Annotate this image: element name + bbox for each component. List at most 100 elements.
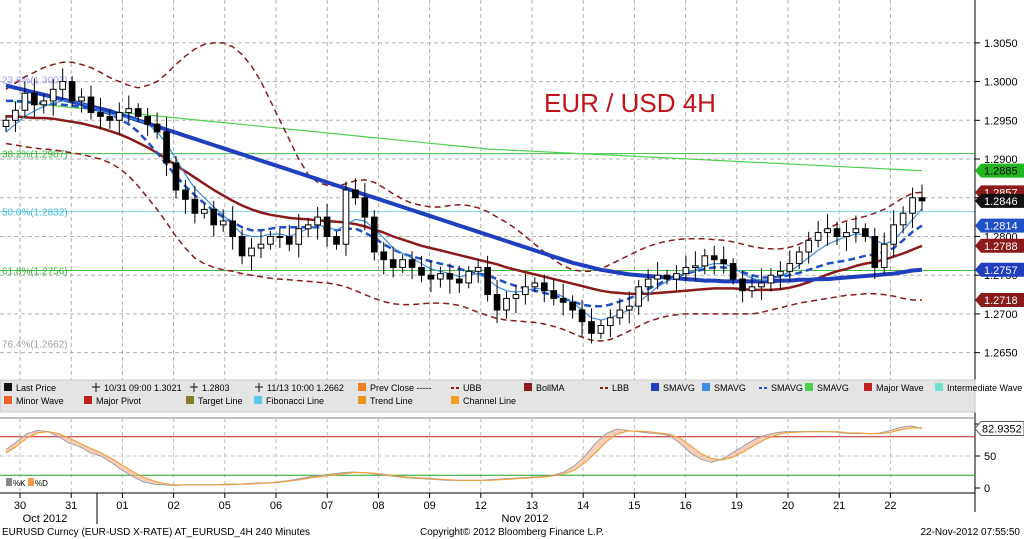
osc-legend-label: %K (13, 479, 26, 488)
candle-body (484, 266, 491, 296)
candle-body (833, 228, 841, 237)
candle-body (871, 235, 879, 268)
candle-body (59, 81, 66, 90)
candle-body (68, 81, 76, 102)
footer-right: 22-Nov-2012 07:55:50 (920, 527, 1020, 538)
candle-body (361, 197, 369, 218)
upper-bollinger-line (5, 42, 923, 273)
x-month-label: Oct 2012 (23, 513, 68, 525)
legend-label: LBB (612, 383, 629, 393)
candle-body (304, 224, 312, 230)
legend-label: SMAVG (771, 383, 803, 393)
candle-body (710, 255, 718, 261)
price-tag (975, 193, 1024, 208)
candle-body (21, 92, 29, 111)
legend-swatch (254, 396, 262, 404)
candle-body (248, 247, 255, 257)
candle-body (427, 274, 435, 280)
price-tag-label: 1.2718 (984, 295, 1018, 307)
fibonacci-label: 61.8%(1.2756) (2, 267, 68, 278)
candle-body (295, 228, 303, 245)
candle-body (87, 96, 95, 114)
candle-body (899, 212, 907, 226)
candle-body (134, 108, 142, 117)
candle-body (78, 96, 85, 102)
legend-swatch (805, 383, 813, 391)
legend-label: SMAVG (714, 383, 746, 393)
candle-body (257, 243, 265, 249)
candle-body (862, 228, 869, 237)
legend-swatch (935, 383, 943, 391)
candle-body (125, 108, 133, 114)
osc-current-label: 82.9352 (982, 423, 1022, 435)
oscillator-legend: %K %D (6, 478, 48, 488)
legend-label: 1.2803 (202, 383, 230, 393)
candle-body (455, 278, 463, 284)
candle-body (767, 274, 775, 284)
legend-label: Major Pivot (96, 396, 142, 406)
oscillator-d-line (5, 427, 922, 486)
legend-swatch (702, 383, 710, 391)
y-tick-label: 1.3000 (984, 77, 1018, 89)
candle-body (493, 294, 501, 311)
chart-title: EUR / USD 4H (544, 88, 716, 118)
candle-body (276, 235, 284, 238)
x-tick-label: 12 (475, 500, 487, 512)
candle-body (748, 286, 756, 292)
legend-label: Prev Close ----- (370, 383, 432, 393)
candle-body (342, 189, 350, 245)
x-tick-label: 19 (731, 500, 743, 512)
candle-body (559, 297, 567, 303)
x-tick-label: 05 (219, 500, 231, 512)
legend-swatch (4, 383, 12, 391)
legend-swatch (358, 396, 366, 404)
candle-body (163, 131, 170, 164)
candle-body (635, 286, 643, 307)
x-tick-label: 31 (65, 500, 77, 512)
candle-body (229, 220, 236, 237)
candle-body (238, 235, 246, 257)
candle-body (795, 251, 803, 265)
price-tag (975, 292, 1024, 307)
osc-legend-swatch (28, 478, 34, 486)
price-tag (975, 163, 1024, 178)
x-tick-label: 21 (833, 500, 845, 512)
osc-current-tag (974, 420, 1024, 436)
candle-body (550, 290, 558, 299)
legend-label: BollMA (536, 383, 565, 393)
oscillator-axis: 0 50 82.9352 (974, 420, 1024, 495)
candle-body (285, 235, 293, 245)
oscillator (0, 425, 975, 486)
price-tag-label: 1.2885 (984, 166, 1018, 178)
candle-body (852, 228, 860, 234)
x-tick-label: 16 (679, 500, 691, 512)
candle-body (12, 109, 19, 121)
legend-swatch (186, 396, 194, 404)
candle-body (616, 309, 624, 319)
candle-body (474, 266, 482, 272)
candle-body (814, 232, 822, 241)
fibonacci-label: 50.0%(1.2832) (2, 208, 68, 219)
candle-body (314, 216, 321, 226)
candle-body (786, 263, 794, 272)
x-tick-label: 01 (116, 500, 128, 512)
candle-body (512, 294, 520, 299)
legend-swatch (524, 383, 532, 391)
price-tag-label: 1.2846 (984, 196, 1018, 208)
candle-body (701, 255, 709, 267)
footer-center: Copyright© 2012 Bloomberg Finance L.P. (420, 527, 604, 538)
candle-body (682, 266, 690, 275)
candle-body (352, 189, 359, 199)
candle-body (663, 274, 671, 280)
candle-body (540, 282, 548, 292)
candle-body (843, 232, 850, 237)
x-tick-label: 15 (628, 500, 640, 512)
x-tick-label: 22 (884, 500, 896, 512)
candle-body (40, 100, 48, 106)
legend-label: Trend Line (370, 396, 413, 406)
candle-body (588, 321, 595, 334)
y-tick-label: 1.2650 (984, 348, 1018, 360)
legend-label: Major Wave (876, 383, 924, 393)
x-tick-label: 02 (167, 500, 179, 512)
x-tick-label: 06 (270, 500, 282, 512)
